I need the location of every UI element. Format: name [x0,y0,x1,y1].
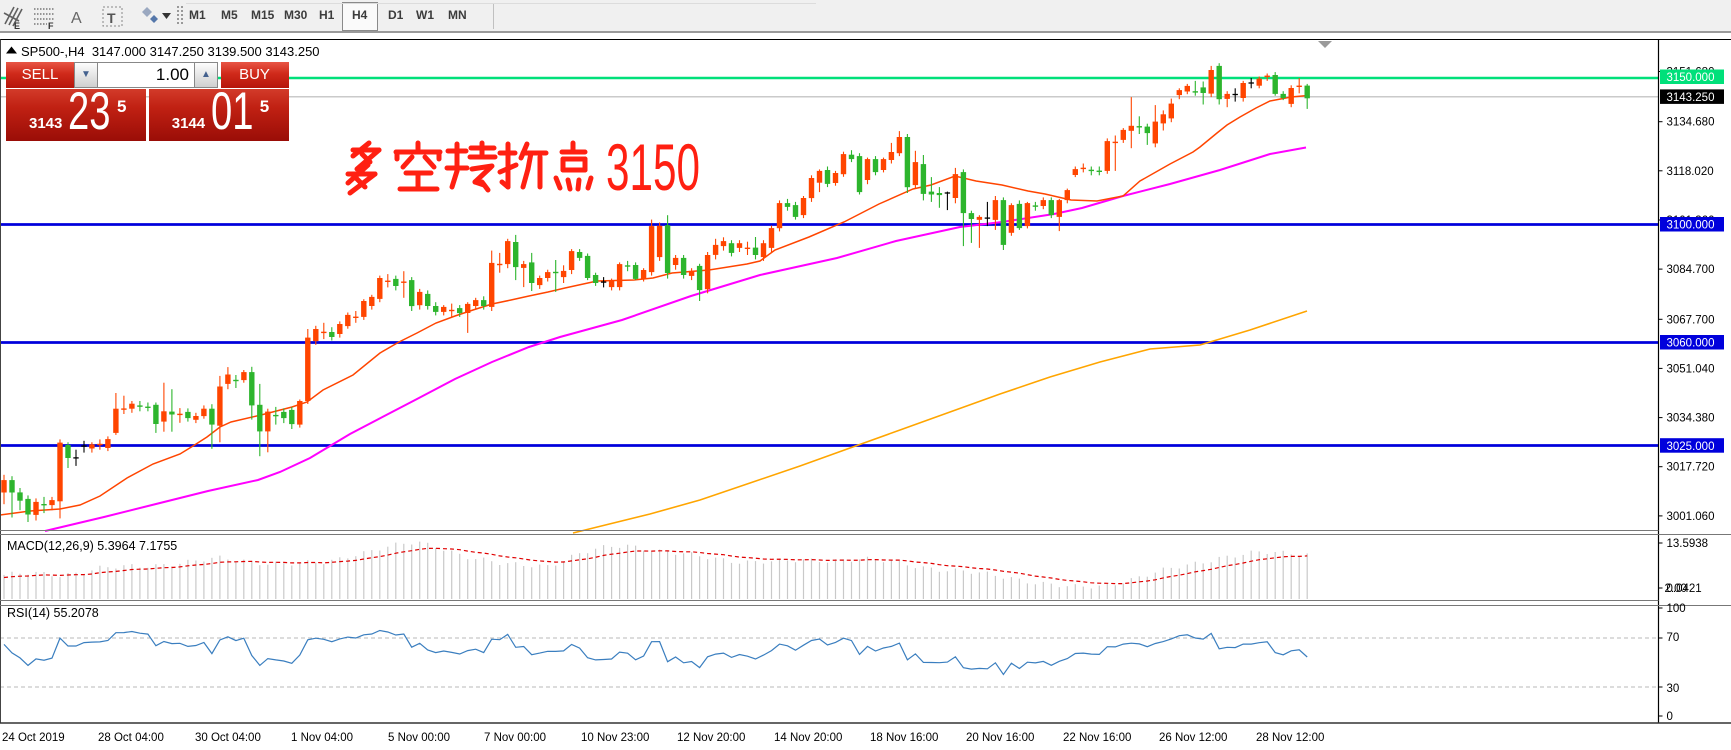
svg-text:3017.720: 3017.720 [1667,462,1715,474]
svg-text:0: 0 [1667,711,1673,723]
svg-text:30 Oct 04:00: 30 Oct 04:00 [195,732,261,744]
svg-text:3084.700: 3084.700 [1667,264,1715,276]
svg-text:13.5938: 13.5938 [1667,538,1709,550]
svg-text:SP500-,H4 3147.000 3147.250 3: SP500-,H4 3147.000 3147.250 3139.500 314… [21,44,320,59]
svg-text:3060.000: 3060.000 [1667,338,1715,350]
svg-text:5 Nov 00:00: 5 Nov 00:00 [388,732,450,744]
svg-text:3150.000: 3150.000 [1667,72,1715,84]
svg-text:1 Nov 04:00: 1 Nov 04:00 [291,732,353,744]
svg-text:14 Nov 20:00: 14 Nov 20:00 [774,732,842,744]
svg-text:18 Nov 16:00: 18 Nov 16:00 [870,732,938,744]
svg-text:22 Nov 16:00: 22 Nov 16:00 [1063,732,1131,744]
svg-text:0.0421: 0.0421 [1667,583,1702,595]
svg-text:24 Oct 2019: 24 Oct 2019 [2,732,65,744]
svg-text:12 Nov 20:00: 12 Nov 20:00 [677,732,745,744]
svg-text:10 Nov 23:00: 10 Nov 23:00 [581,732,649,744]
svg-text:7 Nov 00:00: 7 Nov 00:00 [484,732,546,744]
svg-text:3150: 3150 [606,130,700,204]
svg-text:3143.250: 3143.250 [1667,92,1715,104]
svg-text:3100.000: 3100.000 [1667,220,1715,232]
svg-text:2.00: 2.00 [1665,583,1687,595]
svg-text:RSI(14) 55.2078: RSI(14) 55.2078 [7,606,99,620]
svg-text:3134.680: 3134.680 [1667,117,1715,129]
svg-text:3118.020: 3118.020 [1667,166,1714,178]
svg-text:3001.060: 3001.060 [1667,511,1715,523]
svg-text:3025.000: 3025.000 [1667,441,1715,453]
svg-text:28 Oct 04:00: 28 Oct 04:00 [98,732,164,744]
svg-text:3051.040: 3051.040 [1667,363,1715,375]
svg-text:F: F [48,21,54,31]
svg-text:3034.380: 3034.380 [1667,413,1715,425]
svg-text:28 Nov 12:00: 28 Nov 12:00 [1256,732,1324,744]
svg-text:E: E [14,21,20,31]
svg-text:T: T [107,10,116,26]
svg-text:26 Nov 12:00: 26 Nov 12:00 [1159,732,1227,744]
svg-text:70: 70 [1667,632,1680,644]
svg-text:MACD(12,26,9) 5.3964 7.1755: MACD(12,26,9) 5.3964 7.1755 [7,539,177,553]
svg-text:100: 100 [1667,603,1686,615]
svg-text:20 Nov 16:00: 20 Nov 16:00 [966,732,1034,744]
svg-text:A: A [71,10,82,27]
svg-text:3067.700: 3067.700 [1667,314,1715,326]
svg-text:30: 30 [1667,683,1680,695]
